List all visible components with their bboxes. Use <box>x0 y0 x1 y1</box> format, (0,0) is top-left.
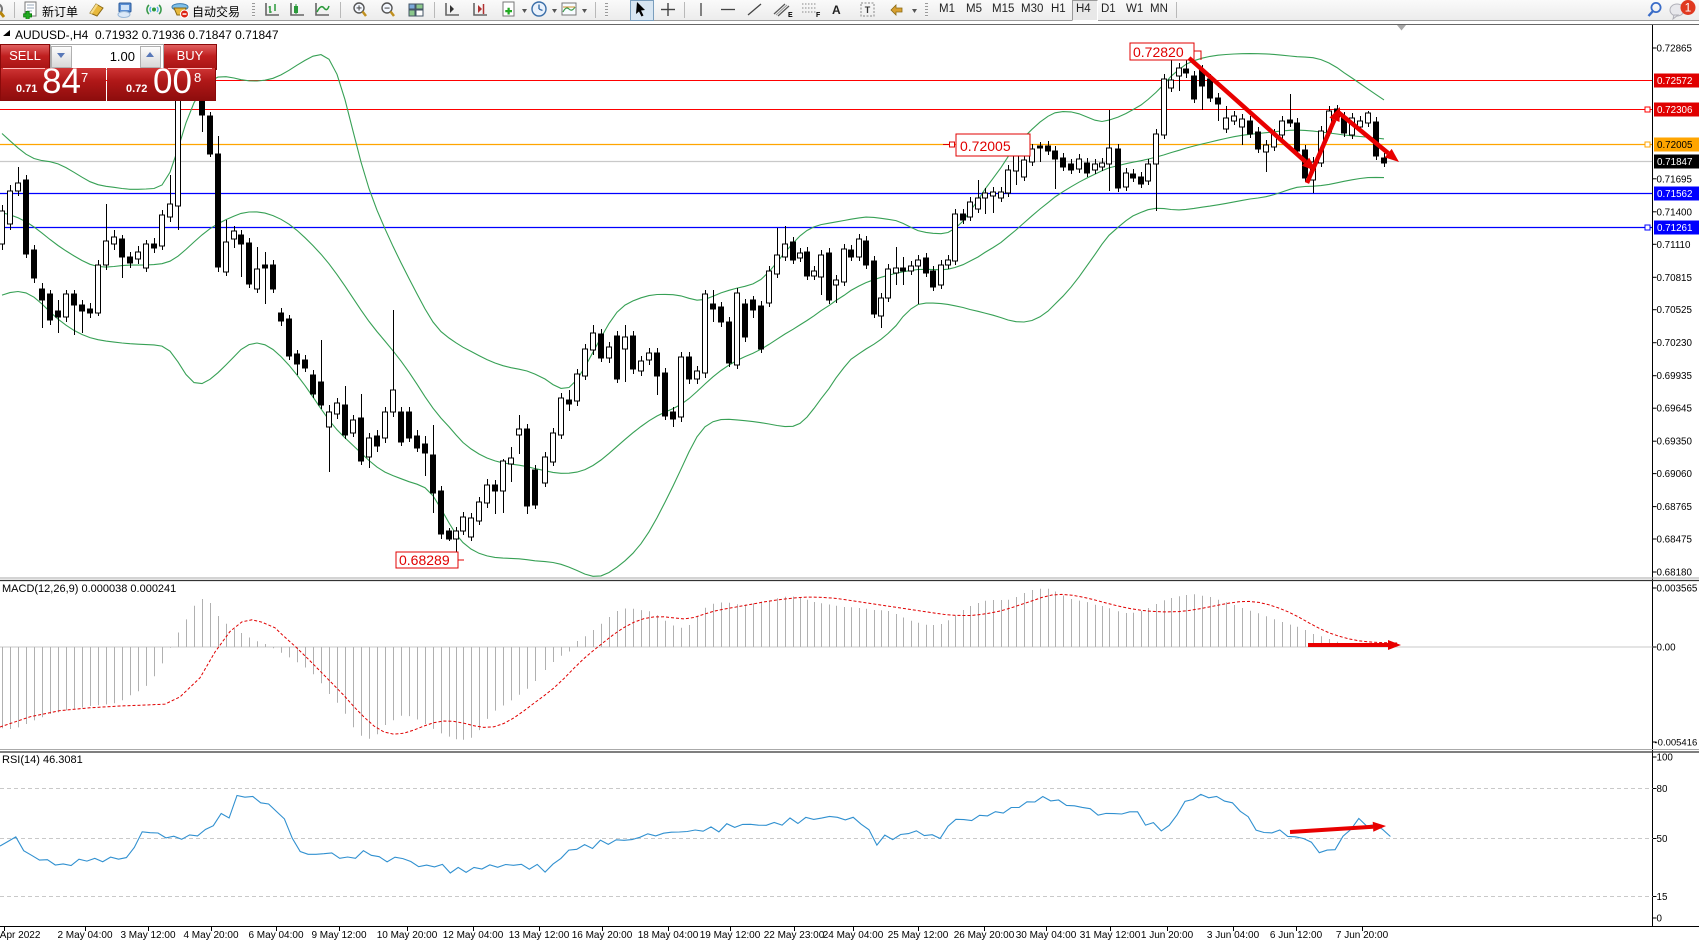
svg-text:0.00: 0.00 <box>1657 643 1677 654</box>
svg-text:F: F <box>816 12 821 19</box>
svg-text:0.72820: 0.72820 <box>1133 44 1184 60</box>
svg-text:6 May 04:00: 6 May 04:00 <box>248 930 303 941</box>
svg-text:10 May 20:00: 10 May 20:00 <box>377 930 438 941</box>
svg-text:+: + <box>356 4 362 15</box>
svg-text:0.69060: 0.69060 <box>1657 469 1693 480</box>
svg-text:0: 0 <box>1657 914 1663 925</box>
svg-text:50: 50 <box>1657 834 1668 845</box>
svg-text:0.71400: 0.71400 <box>1657 207 1693 218</box>
svg-text:100: 100 <box>1657 753 1674 764</box>
svg-text:6 Jun 12:00: 6 Jun 12:00 <box>1270 930 1323 941</box>
svg-text:0.69350: 0.69350 <box>1657 437 1693 448</box>
svg-text:0.71110: 0.71110 <box>1657 240 1692 251</box>
svg-text:0.70525: 0.70525 <box>1657 305 1693 316</box>
svg-text:2 May 04:00: 2 May 04:00 <box>57 930 112 941</box>
svg-text:1 Jun 20:00: 1 Jun 20:00 <box>1141 930 1194 941</box>
svg-text:80: 80 <box>1657 784 1668 795</box>
svg-text:8 Apr 2022: 8 Apr 2022 <box>0 930 41 941</box>
svg-text:0.68475: 0.68475 <box>1657 535 1693 546</box>
svg-text:0.69645: 0.69645 <box>1657 404 1693 415</box>
svg-text:22 May 23:00: 22 May 23:00 <box>764 930 825 941</box>
svg-text:15: 15 <box>1657 892 1668 903</box>
svg-text:7 Jun 20:00: 7 Jun 20:00 <box>1336 930 1389 941</box>
svg-text:RSI(14) 46.3081: RSI(14) 46.3081 <box>2 754 83 766</box>
svg-text:0.71562: 0.71562 <box>1657 189 1692 200</box>
svg-text:0.71847: 0.71847 <box>1657 157 1692 168</box>
svg-text:E: E <box>788 12 793 19</box>
svg-text:0.70815: 0.70815 <box>1657 273 1693 284</box>
svg-text:T: T <box>865 5 871 15</box>
svg-text:12 May 04:00: 12 May 04:00 <box>443 930 504 941</box>
svg-text:0.72306: 0.72306 <box>1657 105 1693 116</box>
svg-text:9 May 12:00: 9 May 12:00 <box>311 930 366 941</box>
svg-text:24 May 04:00: 24 May 04:00 <box>823 930 884 941</box>
svg-text:19 May 12:00: 19 May 12:00 <box>700 930 761 941</box>
svg-text:0.72005: 0.72005 <box>1657 140 1693 151</box>
svg-text:18 May 04:00: 18 May 04:00 <box>638 930 699 941</box>
svg-text:0.72572: 0.72572 <box>1657 76 1692 87</box>
svg-text:25 May 12:00: 25 May 12:00 <box>888 930 949 941</box>
svg-text:MACD(12,26,9) 0.000038 0.00024: MACD(12,26,9) 0.000038 0.000241 <box>2 583 176 595</box>
svg-text:0.72005: 0.72005 <box>960 138 1011 154</box>
svg-text:0.68289: 0.68289 <box>399 552 450 568</box>
svg-text:0.72865: 0.72865 <box>1657 44 1693 55</box>
svg-text:0.71695: 0.71695 <box>1657 174 1693 185</box>
svg-text:AUDUSD-,H4 0.71932 0.71936 0.: AUDUSD-,H4 0.71932 0.71936 0.71847 0.718… <box>15 28 279 42</box>
svg-text:-0.005416: -0.005416 <box>1655 738 1698 749</box>
svg-text:31 May 12:00: 31 May 12:00 <box>1080 930 1141 941</box>
svg-text:0.003565: 0.003565 <box>1657 584 1698 595</box>
svg-text:0.70230: 0.70230 <box>1657 338 1693 349</box>
svg-text:1: 1 <box>1685 1 1692 15</box>
svg-text:0.68180: 0.68180 <box>1657 568 1693 579</box>
svg-text:16 May 20:00: 16 May 20:00 <box>572 930 633 941</box>
svg-text:13 May 12:00: 13 May 12:00 <box>509 930 570 941</box>
svg-text:−: − <box>384 4 390 15</box>
svg-text:4 May 20:00: 4 May 20:00 <box>183 930 238 941</box>
svg-text:0.71261: 0.71261 <box>1657 223 1692 234</box>
svg-text:30 May 04:00: 30 May 04:00 <box>1016 930 1077 941</box>
svg-text:0.69935: 0.69935 <box>1657 371 1693 382</box>
svg-text:3 May 12:00: 3 May 12:00 <box>120 930 175 941</box>
svg-text:3 Jun 04:00: 3 Jun 04:00 <box>1207 930 1260 941</box>
svg-text:26 May 20:00: 26 May 20:00 <box>954 930 1015 941</box>
svg-text:0.68765: 0.68765 <box>1657 502 1693 513</box>
